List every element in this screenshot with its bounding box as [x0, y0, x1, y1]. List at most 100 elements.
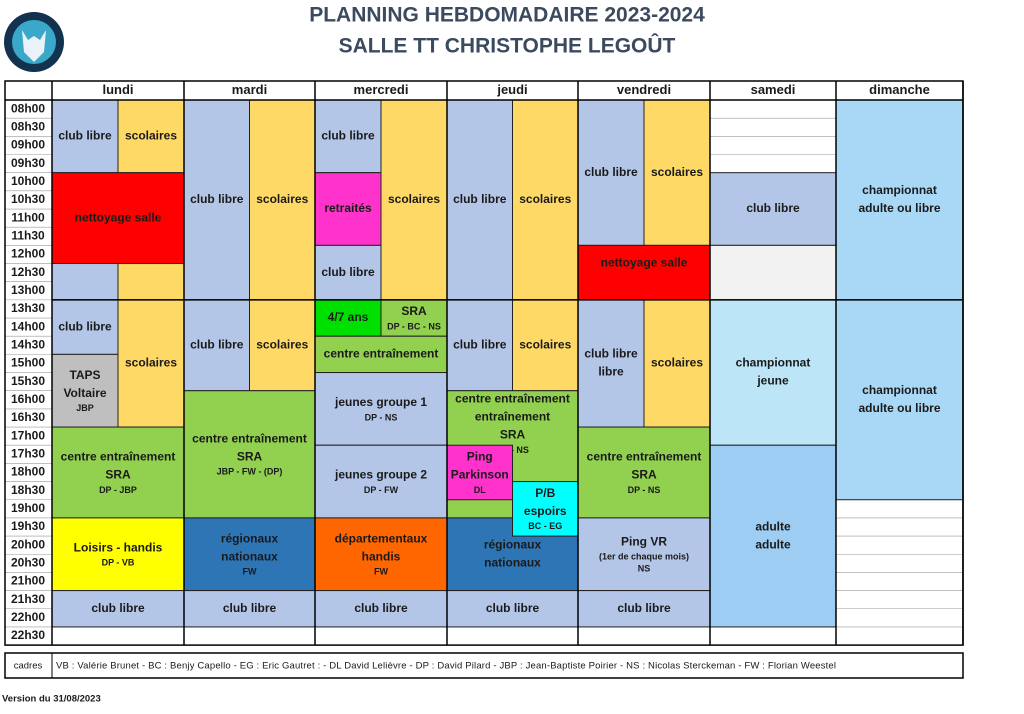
event-label: club libre — [486, 601, 540, 615]
event-label: club libre — [453, 192, 507, 206]
event-label: handis — [362, 549, 401, 563]
event-label: TAPS — [69, 368, 100, 382]
event-label: scolaires — [256, 192, 308, 206]
time-label: 15h30 — [11, 374, 45, 388]
event-label: SRA — [631, 468, 657, 482]
day-header: samedi — [751, 82, 796, 97]
event-label: Parkinson — [451, 468, 509, 482]
event-staff: NS — [638, 564, 651, 574]
time-label: 13h00 — [11, 283, 45, 297]
event-label: club libre — [58, 129, 112, 143]
event-block — [314, 372, 448, 446]
time-label: 21h30 — [11, 592, 45, 606]
time-label: 22h00 — [11, 610, 45, 624]
event-label: jeunes groupe 2 — [334, 468, 427, 482]
event-label: club libre — [321, 265, 375, 279]
event-label: jeunes groupe 1 — [334, 395, 427, 409]
event-block — [643, 299, 711, 428]
event-block — [709, 244, 837, 301]
time-label: 11h30 — [11, 228, 45, 242]
event-label: nettoyage salle — [601, 256, 688, 270]
time-label: 12h00 — [11, 247, 45, 261]
event-staff: DP - NS — [628, 485, 661, 495]
event-block — [577, 244, 711, 301]
time-label: 10h00 — [11, 174, 45, 188]
time-label: 16h00 — [11, 392, 45, 406]
event-label: scolaires — [125, 129, 177, 143]
event-block — [117, 299, 185, 428]
time-label: 22h30 — [11, 628, 45, 642]
event-block — [643, 99, 711, 246]
event-staff: DP - FW — [364, 485, 399, 495]
event-label: départementaux — [335, 531, 428, 545]
version: Version du 31/08/2023 — [2, 694, 101, 705]
event-block — [51, 172, 185, 265]
time-label: 19h30 — [11, 519, 45, 533]
event-block — [512, 99, 579, 301]
time-label: 11h00 — [11, 210, 45, 224]
event-label: nettoyage salle — [75, 210, 162, 224]
event-label: championnat — [736, 356, 811, 370]
event-label: centre entraînement — [324, 347, 439, 361]
time-label: 18h00 — [11, 465, 45, 479]
time-label: 09h30 — [11, 156, 45, 170]
time-label: 10h30 — [11, 192, 45, 206]
event-label: club libre — [453, 337, 507, 351]
event-label: club libre — [91, 601, 145, 615]
time-label: 18h30 — [11, 483, 45, 497]
event-label: centre entraînement — [61, 450, 176, 464]
event-label: nationaux — [484, 555, 541, 569]
time-label: 08h00 — [11, 101, 45, 115]
time-label: 16h30 — [11, 410, 45, 424]
day-header: dimanche — [869, 82, 930, 97]
event-label: SRA — [105, 468, 131, 482]
event-label: club libre — [617, 601, 671, 615]
time-label: 20h00 — [11, 537, 45, 551]
event-label: club libre — [746, 201, 800, 215]
event-label: club libre — [58, 319, 112, 333]
day-header: mardi — [232, 82, 267, 97]
time-label: 15h00 — [11, 356, 45, 370]
time-label: 21h00 — [11, 574, 45, 588]
event-block — [249, 299, 316, 392]
event-block — [314, 299, 382, 337]
day-header: jeudi — [496, 82, 527, 97]
time-label: 20h30 — [11, 556, 45, 570]
event-label: 4/7 ans — [328, 310, 369, 324]
event-block — [709, 444, 837, 628]
event-block — [183, 299, 250, 392]
event-label: centre entraînement — [455, 392, 570, 406]
event-block — [709, 172, 837, 246]
event-staff: FW — [243, 567, 257, 577]
event-block — [314, 444, 448, 519]
event-label: SRA — [237, 449, 263, 463]
event-block — [577, 590, 711, 628]
table-border — [4, 80, 964, 646]
event-block — [577, 299, 645, 428]
schedule-grid: 08h00 08h30 09h00 09h30 10h00 10h30 11h00 11h30… — [4, 80, 964, 646]
cadres-label: cadres — [14, 661, 43, 672]
event-label: Voltaire — [63, 386, 106, 400]
event-label: adulte — [755, 519, 791, 533]
time-label: 08h30 — [11, 119, 45, 133]
event-block — [183, 99, 250, 301]
event-block — [835, 299, 964, 501]
event-label: SRA — [500, 428, 526, 442]
event-label: scolaires — [651, 165, 703, 179]
event-staff: JBP - FW - (DP) — [217, 467, 283, 477]
event-block — [446, 444, 513, 501]
event-label: club libre — [190, 192, 244, 206]
cadres-text: VB : Valérie Brunet - BC : Benjy Capello… — [56, 661, 836, 672]
event-label: régionaux — [484, 537, 542, 551]
event-block — [577, 426, 711, 519]
event-staff: DP - NS — [365, 412, 398, 422]
event-label: adulte ou libre — [858, 401, 940, 415]
event-block — [183, 390, 316, 519]
day-header: mercredi — [354, 82, 409, 97]
event-label: Ping — [467, 450, 493, 464]
event-label: championnat — [862, 183, 937, 197]
event-label: centre entraînement — [587, 450, 702, 464]
event-label: club libre — [190, 337, 244, 351]
event-staff: DP - VB — [102, 558, 135, 568]
